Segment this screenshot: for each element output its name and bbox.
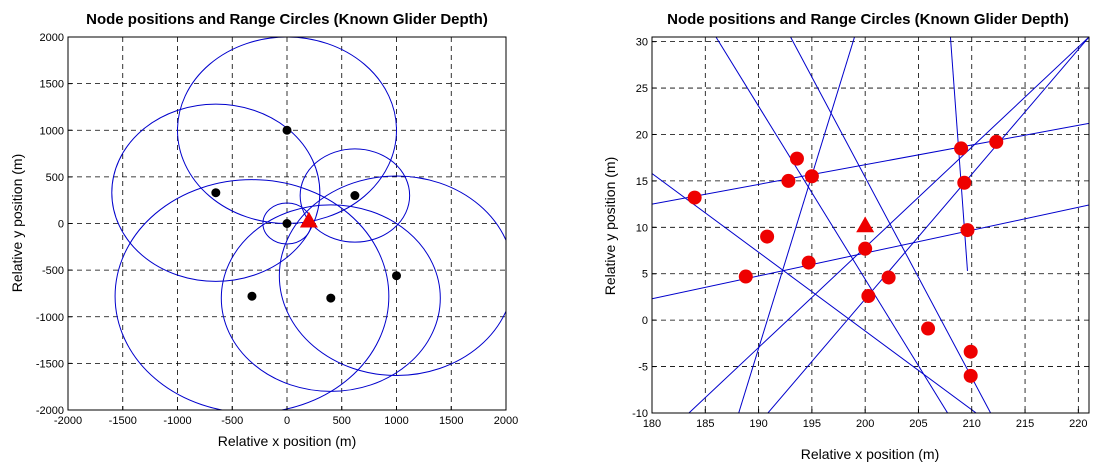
x-tick-label: 1500 [439, 415, 463, 427]
chart-left-xlabel: Relative x position (m) [218, 433, 357, 449]
intersection-marker [921, 321, 936, 336]
intersection-marker [858, 241, 873, 256]
intersection-marker [738, 269, 753, 284]
y-tick-label: -1500 [36, 358, 64, 370]
intersection-marker [687, 190, 702, 205]
y-tick-label: 500 [46, 172, 64, 184]
node-marker [326, 293, 336, 303]
y-tick-label: -1000 [36, 312, 64, 324]
x-tick-label: -2000 [54, 415, 82, 427]
chart-right-xlabel: Relative x position (m) [801, 446, 940, 462]
x-tick-label: 205 [909, 418, 927, 430]
intersection-marker [989, 134, 1004, 149]
y-tick-label: -5 [638, 362, 648, 374]
chart-left-series [111, 37, 506, 410]
chart-left-ticks: -2000 -1500 -1000 -500 0 500 1000 1500 2000 -2000… [36, 32, 518, 427]
x-tick-label: 500 [333, 415, 351, 427]
chart-right-ticks: 180 185 190 195 200 205 210 215 220 -10 -5 0 5 10 15 20… [632, 37, 1087, 430]
range-circle [114, 179, 390, 410]
x-tick-label: 180 [643, 418, 661, 430]
x-tick-label: 185 [696, 418, 714, 430]
intersection-marker [957, 175, 972, 190]
x-tick-label: -500 [221, 415, 243, 427]
intersection-marker [861, 289, 876, 304]
range-arc [767, 37, 1089, 413]
range-circle [220, 204, 441, 392]
glider-marker [856, 216, 875, 233]
y-tick-label: 1500 [40, 79, 64, 91]
node-marker [282, 219, 292, 228]
x-tick-label: 0 [284, 415, 290, 427]
intersection-marker [789, 151, 804, 166]
intersection-marker [963, 344, 978, 359]
intersection-marker [801, 255, 816, 270]
y-tick-label: -2000 [36, 405, 64, 417]
chart-right-title: Node positions and Range Circles (Known … [667, 11, 1069, 28]
chart-left-ylabel: Relative y position (m) [9, 154, 25, 293]
node-marker [392, 271, 401, 281]
intersection-marker [760, 229, 775, 244]
y-tick-label: 0 [642, 315, 648, 327]
node-marker [282, 125, 292, 135]
range-arc [790, 37, 992, 413]
x-tick-label: 2000 [494, 415, 518, 427]
y-tick-label: 0 [58, 219, 64, 231]
node-marker [350, 191, 360, 201]
x-tick-label: 220 [1069, 418, 1087, 430]
y-tick-label: 30 [636, 37, 648, 49]
range-arc [688, 37, 1089, 413]
x-tick-label: -1500 [109, 415, 137, 427]
chart-right-ylabel: Relative y position (m) [602, 157, 618, 296]
range-arc [738, 37, 855, 413]
chart-right-axes-box [651, 36, 1090, 414]
y-tick-label: 25 [636, 83, 648, 95]
intersection-marker [804, 169, 819, 184]
x-tick-label: -1000 [163, 415, 191, 427]
glider-marker [299, 211, 318, 228]
chart-right: Node positions and Range Circles (Known … [602, 11, 1090, 462]
y-tick-label: 15 [636, 176, 648, 188]
range-arc [652, 173, 977, 413]
intersection-marker [781, 173, 796, 188]
range-circle [278, 175, 506, 376]
x-tick-label: 200 [856, 418, 874, 430]
x-tick-label: 215 [1016, 418, 1034, 430]
chart-left: Node positions and Range Circles (Known … [9, 11, 518, 449]
y-tick-label: -500 [42, 265, 64, 277]
x-tick-label: 195 [803, 418, 821, 430]
range-circle [299, 148, 411, 243]
y-tick-label: 10 [636, 222, 648, 234]
intersection-marker [960, 223, 975, 238]
intersection-marker [963, 368, 978, 383]
y-tick-label: 20 [636, 129, 648, 141]
intersection-marker [881, 270, 896, 285]
range-arc [715, 37, 949, 413]
x-tick-label: 210 [963, 418, 981, 430]
range-arc [652, 122, 1089, 205]
x-tick-label: 1000 [384, 415, 408, 427]
node-marker [247, 291, 257, 301]
chart-right-plot-area [652, 37, 1089, 413]
chart-left-title: Node positions and Range Circles (Known … [86, 11, 488, 28]
x-tick-label: 190 [749, 418, 767, 430]
y-tick-label: 5 [642, 269, 648, 281]
node-marker [211, 188, 221, 198]
chart-right-series [652, 37, 1089, 413]
intersection-marker [954, 141, 969, 156]
y-tick-label: -10 [632, 408, 648, 420]
y-tick-label: 1000 [40, 125, 64, 137]
y-tick-label: 2000 [40, 32, 64, 44]
range-circle [111, 103, 321, 282]
